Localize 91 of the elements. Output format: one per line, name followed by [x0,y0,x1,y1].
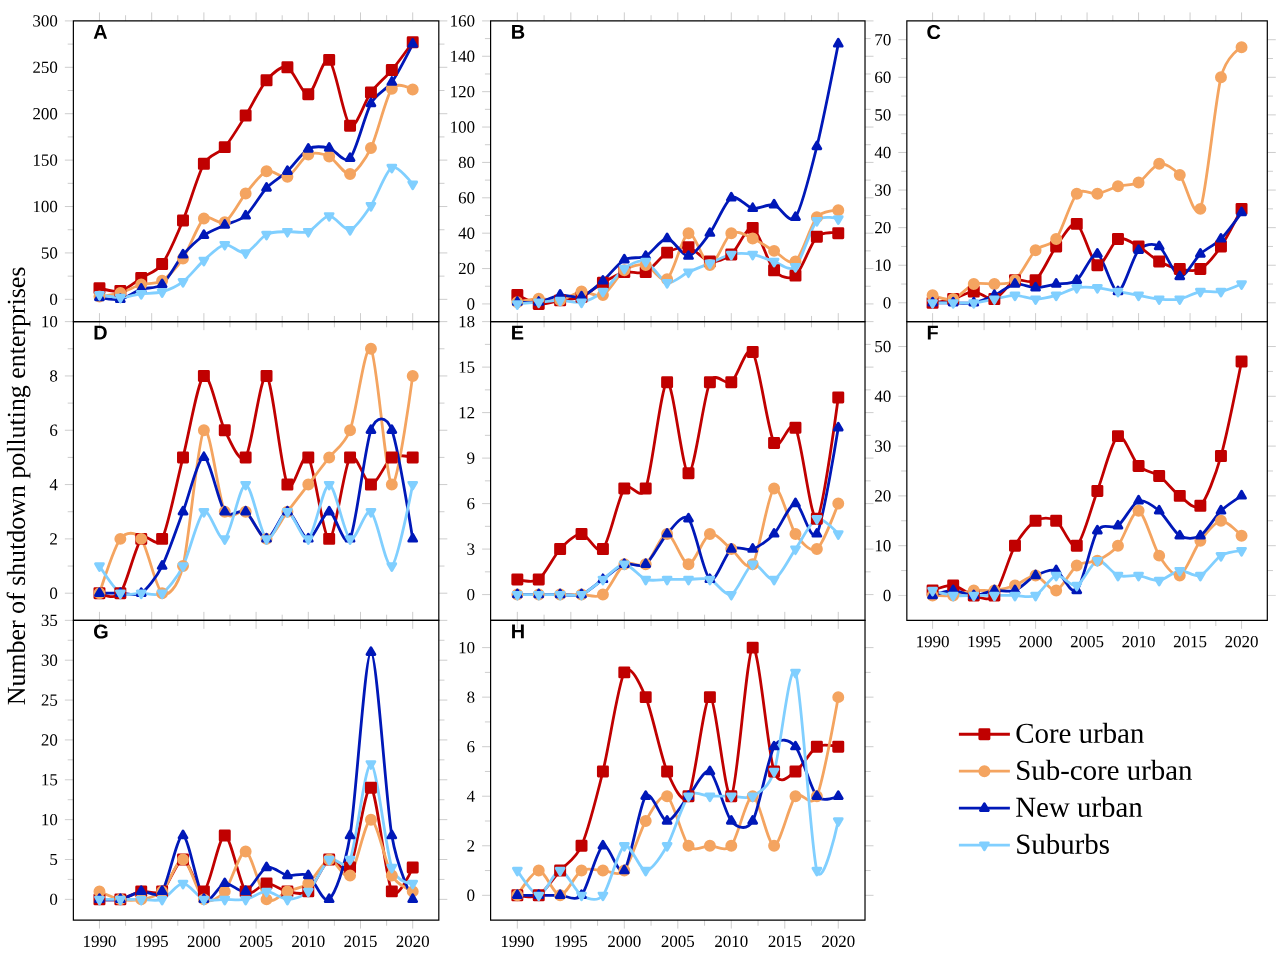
y-tick-label: 50 [41,247,58,259]
y-tick-label: 40 [458,227,475,240]
y-tick-label: 10 [42,814,58,826]
y-tick-label: 30 [41,654,58,667]
y-tick-label: 25 [41,694,58,706]
x-tick-label: 1990 [84,935,116,948]
y-tick-label: 250 [33,61,58,74]
chart-title: A [93,25,108,39]
y-tick-label: 40 [874,146,891,159]
y-tick-label: 0 [467,298,475,310]
x-tick-label: 1990 [501,935,534,948]
y-tick-label: 18 [459,316,475,328]
y-tick-label: 35 [41,614,58,627]
y-tick-label: 300 [33,15,58,27]
legend-label: Core urban [1016,722,1144,744]
y-tick-label: 0 [50,893,58,906]
y-tick-label: 4 [49,479,58,491]
x-tick-label: 2010 [1122,636,1155,648]
y-tick-label: 12 [459,407,475,419]
y-tick-label: 120 [451,86,475,98]
y-tick-label: 2 [467,840,475,852]
y-tick-label: 0 [467,889,475,902]
x-tick-label: 2015 [768,935,802,948]
x-tick-label: 1995 [968,636,1001,648]
chart-title: C [927,25,941,40]
y-tick-label: 70 [875,34,891,46]
chart-title: D [94,325,107,340]
y-tick-label: 80 [458,156,475,169]
y-tick-label: 10 [875,259,891,272]
y-tick-label: 100 [33,200,58,213]
x-tick-label: 2005 [239,935,273,948]
y-tick-label: 150 [33,154,58,166]
y-tick-label: 0 [883,589,891,602]
y-tick-label: 140 [451,50,475,63]
x-tick-label: 2015 [1173,636,1207,648]
y-tick-label: 2 [50,533,57,545]
legend-label: Sub-core urban [1017,759,1193,781]
y-tick-label: 15 [42,774,58,786]
y-tick-label: 10 [875,540,891,552]
y-tick-label: 3 [467,543,475,555]
x-tick-label: 2000 [1019,636,1052,648]
y-tick-label: 5 [50,854,58,866]
y-tick-label: 10 [42,316,58,328]
x-tick-label: 2010 [715,935,748,948]
x-tick-label: 2005 [1070,636,1104,648]
y-tick-label: 9 [467,452,475,464]
x-tick-label: 2020 [822,935,855,948]
y-tick-label: 6 [50,424,58,437]
y-tick-label: 6 [467,741,475,753]
x-tick-label: 1995 [136,935,168,948]
y-tick-label: 8 [50,370,58,382]
x-tick-label: 2020 [396,935,429,948]
y-tick-label: 20 [875,222,891,234]
chart-title: B [512,25,525,39]
y-tick-label: 6 [467,498,475,510]
y-tick-label: 50 [875,340,891,353]
x-tick-label: 2000 [187,935,221,948]
legend-label: Suburbs [1017,833,1109,855]
y-tick-label: 30 [875,440,891,452]
chart-title: E [512,325,524,340]
x-tick-label: 1995 [555,935,588,948]
y-tick-label: 4 [466,790,475,802]
chart-title: H [512,624,524,639]
chart-title: G [94,624,108,639]
x-tick-label: 2000 [608,935,641,948]
x-tick-label: 1990 [917,636,949,648]
y-tick-label: 8 [467,691,475,704]
y-tick-label: 20 [41,734,58,746]
legend-label: New urban [1016,796,1143,818]
y-tick-label: 0 [883,297,891,309]
x-tick-label: 2015 [344,935,377,948]
x-tick-label: 2020 [1225,636,1258,648]
y-tick-label: 50 [875,109,891,121]
y-tick-label: 0 [467,589,475,601]
chart-title: F [927,325,938,340]
y-tick-label: 20 [875,490,891,502]
y-tick-label: 0 [50,293,58,306]
y-axis-title: Number of shutdown polluting enterprises [6,267,31,705]
y-tick-label: 160 [451,15,475,27]
y-tick-label: 10 [459,642,475,654]
y-tick-label: 30 [875,184,891,196]
y-tick-label: 100 [451,121,475,133]
y-tick-label: 200 [33,108,58,120]
y-tick-label: 60 [875,71,891,84]
x-tick-label: 2010 [292,935,325,948]
y-tick-label: 20 [458,263,475,275]
y-tick-label: 0 [50,587,58,600]
y-tick-label: 60 [458,192,475,204]
y-tick-label: 40 [874,390,891,403]
y-tick-label: 15 [459,361,475,373]
x-tick-label: 2005 [661,935,695,948]
